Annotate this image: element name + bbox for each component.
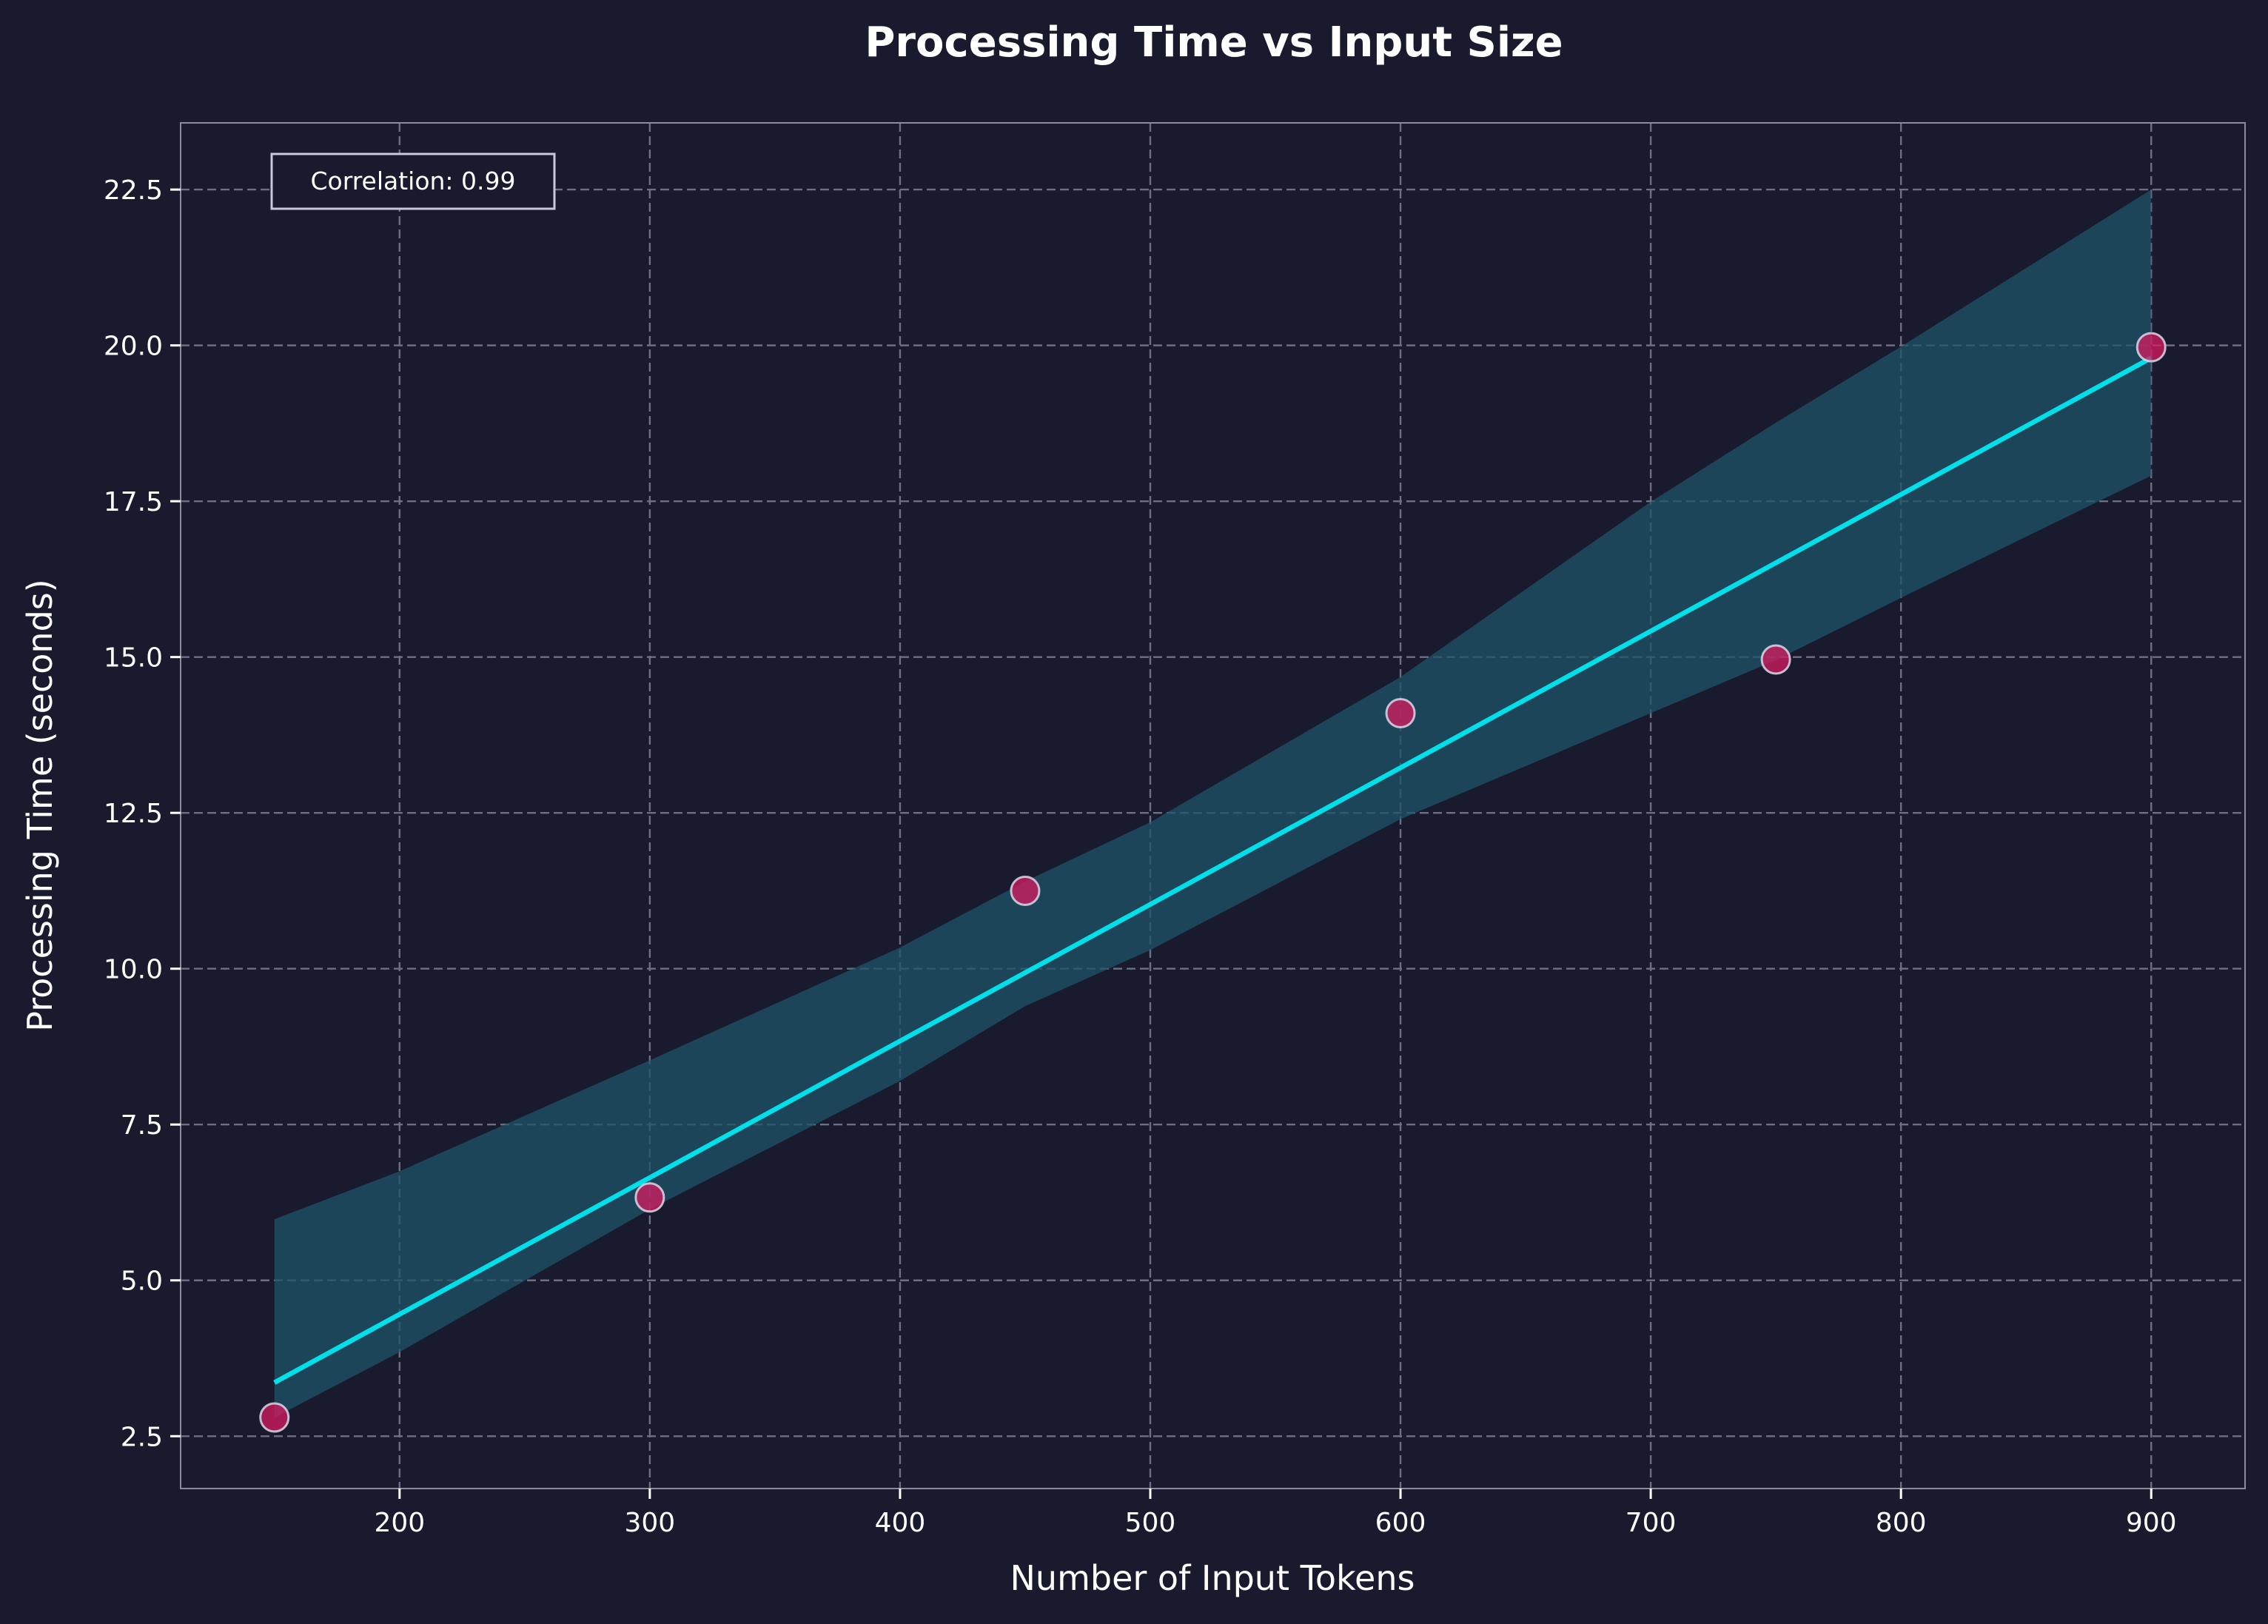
y-tick-label: 22.5 (104, 175, 163, 206)
regression-line (273, 355, 2153, 1385)
annotation-text: Correlation: 0.99 (310, 167, 515, 195)
data-point (1010, 875, 1041, 906)
y-tick-label: 5.0 (121, 1266, 163, 1297)
confidence-band-layer (274, 189, 2152, 1418)
y-tick-label: 17.5 (104, 487, 163, 517)
y-tick-label: 12.5 (104, 799, 163, 829)
x-tick-label: 500 (1125, 1508, 1176, 1538)
y-tick-label: 15.0 (104, 643, 163, 674)
data-point (2136, 332, 2167, 363)
x-axis-label: Number of Input Tokens (1010, 1558, 1415, 1598)
data-point (1385, 697, 1416, 728)
x-tick-label: 300 (625, 1508, 676, 1538)
ticks: 200 300 400 500 600 700 800 900 2.5 5.0 7.5 10.0 12.… (104, 175, 2177, 1538)
x-tick-label: 800 (1876, 1508, 1927, 1538)
x-tick-label: 700 (1625, 1508, 1677, 1538)
x-tick-label: 400 (875, 1508, 926, 1538)
y-tick-label: 10.0 (104, 955, 163, 985)
y-tick-label: 7.5 (121, 1110, 163, 1141)
points-layer (259, 332, 2167, 1433)
data-point (259, 1402, 290, 1433)
x-tick-label: 600 (1375, 1508, 1426, 1538)
correlation-annotation: Correlation: 0.99 (270, 152, 556, 210)
regression-line-layer (273, 355, 2153, 1385)
x-tick-label: 200 (374, 1508, 425, 1538)
confidence-band (274, 189, 2152, 1418)
y-axis-label: Processing Time (seconds) (20, 579, 60, 1031)
axes-frame (180, 122, 2246, 1489)
y-tick-label: 20.0 (104, 332, 163, 362)
annotation-box (270, 152, 556, 210)
y-tick-label: 2.5 (121, 1422, 163, 1452)
chart-title: Processing Time vs Input Size (865, 19, 1563, 67)
data-point (1760, 644, 1791, 675)
data-point (634, 1182, 665, 1213)
x-tick-label: 900 (2126, 1508, 2177, 1538)
